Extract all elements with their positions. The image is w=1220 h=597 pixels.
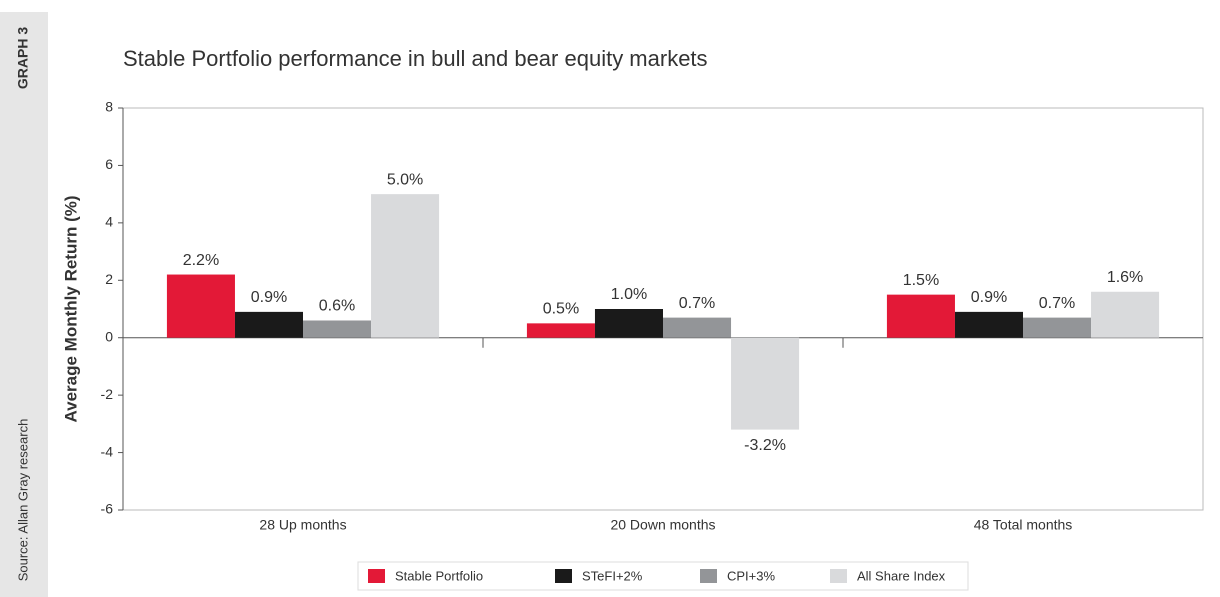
x-tick-label: 28 Up months — [259, 517, 346, 533]
data-label: 5.0% — [387, 171, 423, 188]
bar — [371, 194, 440, 338]
legend-swatch — [700, 569, 717, 583]
data-label: 0.7% — [1039, 295, 1075, 312]
bar — [526, 323, 595, 338]
legend-label: Stable Portfolio — [395, 568, 483, 583]
data-label: 0.6% — [319, 298, 355, 315]
bar — [1023, 317, 1092, 338]
legend-label: CPI+3% — [727, 568, 775, 583]
bar — [594, 309, 663, 338]
y-axis-label: Average Monthly Return (%) — [61, 195, 80, 422]
legend-swatch — [555, 569, 572, 583]
bar — [663, 317, 732, 338]
data-label: 0.9% — [971, 289, 1007, 306]
legend-swatch — [368, 569, 385, 583]
bar — [303, 320, 372, 338]
y-tick-label: 6 — [105, 156, 113, 172]
legend-label: All Share Index — [857, 568, 946, 583]
legend-swatch — [830, 569, 847, 583]
y-tick-label: 0 — [105, 328, 113, 344]
y-tick-label: 8 — [105, 99, 113, 115]
data-label: 1.0% — [611, 286, 647, 303]
legend-box — [357, 561, 969, 591]
bar — [234, 311, 303, 338]
y-tick-label: 2 — [105, 271, 113, 287]
bar — [1091, 291, 1160, 338]
legend-label: STeFI+2% — [582, 568, 643, 583]
x-tick-label: 48 Total months — [974, 517, 1073, 533]
bar — [731, 337, 800, 430]
bar — [166, 274, 235, 338]
data-label: 1.6% — [1107, 269, 1143, 286]
y-tick-label: 4 — [105, 214, 113, 230]
y-tick-label: -2 — [101, 386, 114, 402]
source: Source: Allan Gray research — [15, 419, 30, 582]
x-tick-label: 20 Down months — [610, 517, 715, 533]
bar — [954, 311, 1023, 338]
data-label: 2.2% — [183, 252, 219, 269]
data-label: 0.7% — [679, 295, 715, 312]
bar — [886, 294, 955, 338]
data-label: 1.5% — [903, 272, 939, 289]
data-label: 0.9% — [251, 289, 287, 306]
chart-title: Stable Portfolio performance in bull and… — [123, 46, 708, 71]
data-label: 0.5% — [543, 301, 579, 318]
y-tick-label: -6 — [101, 501, 114, 517]
side-strip — [0, 12, 48, 597]
graph-label: GRAPH 3 — [15, 27, 31, 89]
y-tick-label: -4 — [101, 443, 114, 459]
data-label: -3.2% — [744, 437, 786, 454]
